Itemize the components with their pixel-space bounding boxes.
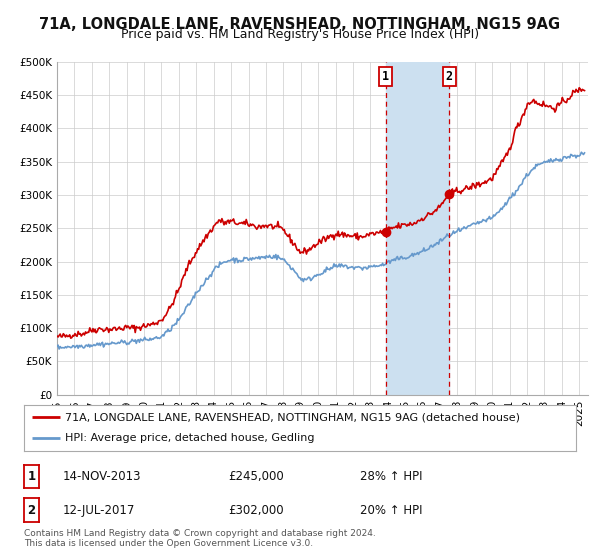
Text: £245,000: £245,000 (228, 470, 284, 483)
Text: 2: 2 (28, 503, 35, 517)
Text: HPI: Average price, detached house, Gedling: HPI: Average price, detached house, Gedl… (65, 433, 315, 444)
Text: 28% ↑ HPI: 28% ↑ HPI (360, 470, 422, 483)
Bar (386, 62, 449, 395)
Text: Price paid vs. HM Land Registry's House Price Index (HPI): Price paid vs. HM Land Registry's House … (121, 28, 479, 41)
Text: Contains HM Land Registry data © Crown copyright and database right 2024.: Contains HM Land Registry data © Crown c… (24, 529, 376, 538)
Text: 71A, LONGDALE LANE, RAVENSHEAD, NOTTINGHAM, NG15 9AG: 71A, LONGDALE LANE, RAVENSHEAD, NOTTINGH… (40, 17, 560, 32)
Text: This data is licensed under the Open Government Licence v3.0.: This data is licensed under the Open Gov… (24, 539, 313, 548)
Text: 20% ↑ HPI: 20% ↑ HPI (360, 503, 422, 517)
Text: 1: 1 (28, 470, 35, 483)
Text: 2: 2 (446, 70, 453, 83)
Text: 71A, LONGDALE LANE, RAVENSHEAD, NOTTINGHAM, NG15 9AG (detached house): 71A, LONGDALE LANE, RAVENSHEAD, NOTTINGH… (65, 412, 520, 422)
Text: 1: 1 (382, 70, 389, 83)
Text: £302,000: £302,000 (228, 503, 284, 517)
Text: 12-JUL-2017: 12-JUL-2017 (63, 503, 136, 517)
Text: 14-NOV-2013: 14-NOV-2013 (63, 470, 142, 483)
